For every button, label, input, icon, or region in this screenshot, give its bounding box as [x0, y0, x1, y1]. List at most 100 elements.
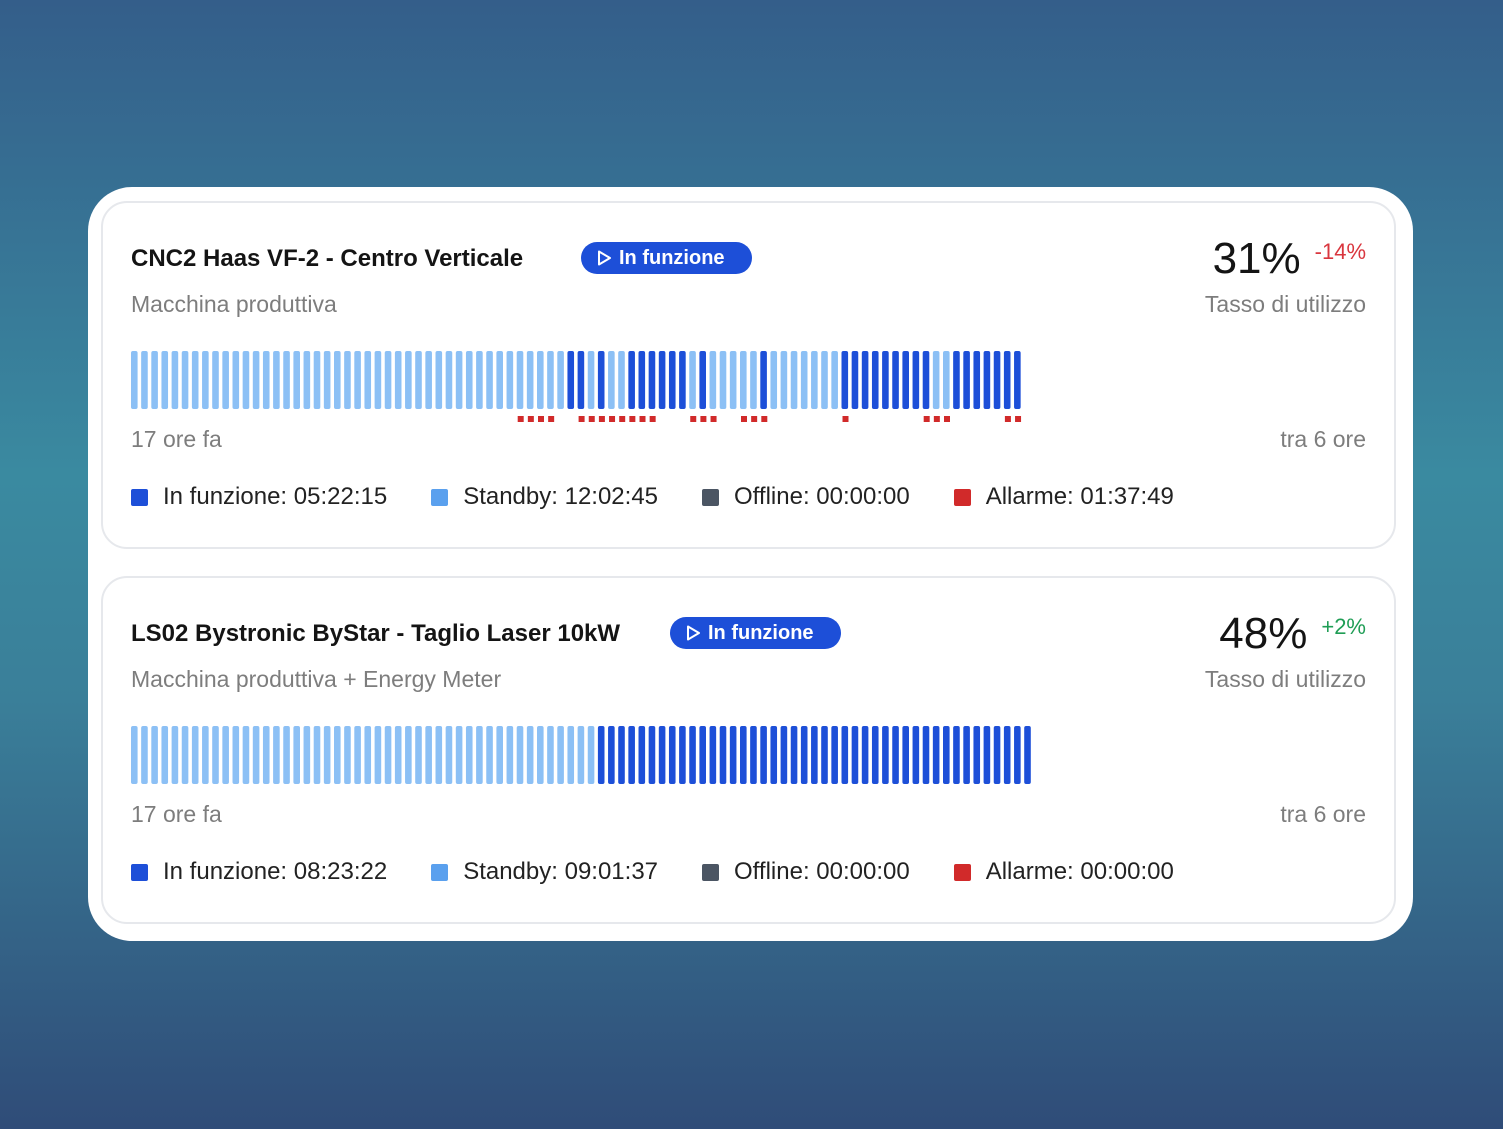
timeline-bar-running[interactable] — [668, 351, 676, 409]
timeline-bar-running[interactable] — [658, 351, 666, 409]
timeline-bar-running[interactable] — [648, 726, 656, 784]
timeline-bar-running[interactable] — [800, 726, 808, 784]
timeline-bar-standby[interactable] — [191, 726, 199, 784]
timeline-bar-standby[interactable] — [171, 726, 179, 784]
timeline-bar-standby[interactable] — [344, 726, 351, 784]
timeline-bar-standby[interactable] — [547, 726, 554, 784]
status-timeline[interactable] — [131, 351, 1034, 409]
timeline-bar-standby[interactable] — [313, 351, 321, 409]
timeline-bar-standby[interactable] — [537, 726, 544, 784]
timeline-bar-running[interactable] — [750, 726, 757, 784]
timeline-bar-running[interactable] — [861, 351, 869, 409]
timeline-bar-standby[interactable] — [273, 351, 280, 409]
timeline-bar-standby[interactable] — [770, 351, 778, 409]
timeline-bar-running[interactable] — [943, 726, 950, 784]
timeline-bar-standby[interactable] — [719, 351, 727, 409]
timeline-bar-standby[interactable] — [689, 351, 696, 409]
timeline-bar-standby[interactable] — [273, 726, 280, 784]
machine-card[interactable]: CNC2 Haas VF-2 - Centro Verticale In fun… — [101, 201, 1396, 549]
timeline-bar-standby[interactable] — [740, 351, 747, 409]
timeline-bar-standby[interactable] — [323, 726, 331, 784]
timeline-bar-standby[interactable] — [465, 726, 473, 784]
timeline-bar-running[interactable] — [608, 726, 615, 784]
timeline-bar-running[interactable] — [760, 351, 767, 409]
timeline-bar-standby[interactable] — [496, 351, 503, 409]
timeline-bar-standby[interactable] — [293, 726, 300, 784]
timeline-bar-running[interactable] — [902, 351, 909, 409]
timeline-bar-running[interactable] — [597, 351, 605, 409]
timeline-bar-standby[interactable] — [242, 726, 250, 784]
timeline-bar-standby[interactable] — [303, 726, 311, 784]
timeline-bar-standby[interactable] — [821, 351, 828, 409]
timeline-bar-running[interactable] — [699, 351, 706, 409]
timeline-bar-running[interactable] — [1014, 351, 1021, 409]
timeline-bar-running[interactable] — [851, 351, 859, 409]
timeline-bar-running[interactable] — [821, 726, 828, 784]
timeline-bar-standby[interactable] — [141, 726, 148, 784]
timeline-bar-running[interactable] — [871, 726, 879, 784]
status-timeline[interactable] — [131, 726, 1034, 784]
machine-name[interactable]: CNC2 Haas VF-2 - Centro Verticale — [131, 245, 524, 272]
timeline-bar-standby[interactable] — [465, 351, 473, 409]
timeline-bar-running[interactable] — [709, 726, 717, 784]
timeline-bar-running[interactable] — [597, 726, 605, 784]
timeline-bar-standby[interactable] — [445, 726, 453, 784]
timeline-bar-standby[interactable] — [405, 726, 412, 784]
timeline-bar-standby[interactable] — [313, 726, 321, 784]
timeline-bar-running[interactable] — [1003, 351, 1011, 409]
timeline-bar-standby[interactable] — [455, 726, 463, 784]
timeline-bar-standby[interactable] — [262, 726, 270, 784]
timeline-bar-standby[interactable] — [780, 351, 788, 409]
timeline-bar-running[interactable] — [882, 726, 889, 784]
timeline-bar-running[interactable] — [790, 726, 798, 784]
timeline-bar-standby[interactable] — [476, 726, 483, 784]
timeline-bar-standby[interactable] — [496, 726, 503, 784]
timeline-bar-standby[interactable] — [526, 726, 534, 784]
timeline-bar-standby[interactable] — [212, 351, 219, 409]
timeline-bar-standby[interactable] — [222, 351, 229, 409]
timeline-bar-standby[interactable] — [415, 351, 422, 409]
timeline-bar-standby[interactable] — [161, 351, 169, 409]
timeline-bar-running[interactable] — [892, 726, 899, 784]
timeline-bar-standby[interactable] — [557, 351, 564, 409]
machine-card[interactable]: LS02 Bystronic ByStar - Taglio Laser 10k… — [101, 576, 1396, 924]
timeline-bar-running[interactable] — [861, 726, 869, 784]
timeline-bar-standby[interactable] — [293, 351, 300, 409]
timeline-bar-running[interactable] — [648, 351, 656, 409]
timeline-bar-standby[interactable] — [202, 351, 209, 409]
timeline-bar-standby[interactable] — [425, 726, 432, 784]
timeline-bar-running[interactable] — [679, 726, 686, 784]
timeline-bar-running[interactable] — [699, 726, 706, 784]
timeline-bar-running[interactable] — [912, 351, 920, 409]
timeline-bar-standby[interactable] — [384, 726, 392, 784]
timeline-bar-standby[interactable] — [608, 351, 615, 409]
timeline-bar-standby[interactable] — [374, 351, 382, 409]
timeline-bar-running[interactable] — [953, 351, 960, 409]
timeline-bar-running[interactable] — [851, 726, 859, 784]
timeline-bar-standby[interactable] — [252, 351, 260, 409]
timeline-bar-standby[interactable] — [394, 726, 402, 784]
timeline-bar-standby[interactable] — [506, 351, 514, 409]
timeline-bar-standby[interactable] — [750, 351, 757, 409]
timeline-bar-standby[interactable] — [516, 726, 524, 784]
timeline-bar-standby[interactable] — [364, 351, 372, 409]
timeline-bar-standby[interactable] — [435, 726, 443, 784]
timeline-bar-standby[interactable] — [486, 726, 493, 784]
timeline-bar-standby[interactable] — [547, 351, 554, 409]
timeline-bar-standby[interactable] — [435, 351, 443, 409]
timeline-bar-standby[interactable] — [262, 351, 270, 409]
timeline-bar-standby[interactable] — [567, 726, 575, 784]
timeline-bar-standby[interactable] — [141, 351, 148, 409]
timeline-bar-standby[interactable] — [181, 351, 189, 409]
timeline-bar-standby[interactable] — [344, 351, 351, 409]
timeline-bar-standby[interactable] — [709, 351, 717, 409]
timeline-bar-standby[interactable] — [537, 351, 544, 409]
timeline-bar-standby[interactable] — [171, 351, 179, 409]
timeline-bar-running[interactable] — [902, 726, 909, 784]
timeline-bar-standby[interactable] — [425, 351, 432, 409]
timeline-bar-running[interactable] — [831, 726, 838, 784]
timeline-bar-standby[interactable] — [516, 351, 524, 409]
timeline-bar-standby[interactable] — [587, 351, 595, 409]
timeline-bar-standby[interactable] — [151, 726, 158, 784]
timeline-bar-running[interactable] — [618, 726, 625, 784]
